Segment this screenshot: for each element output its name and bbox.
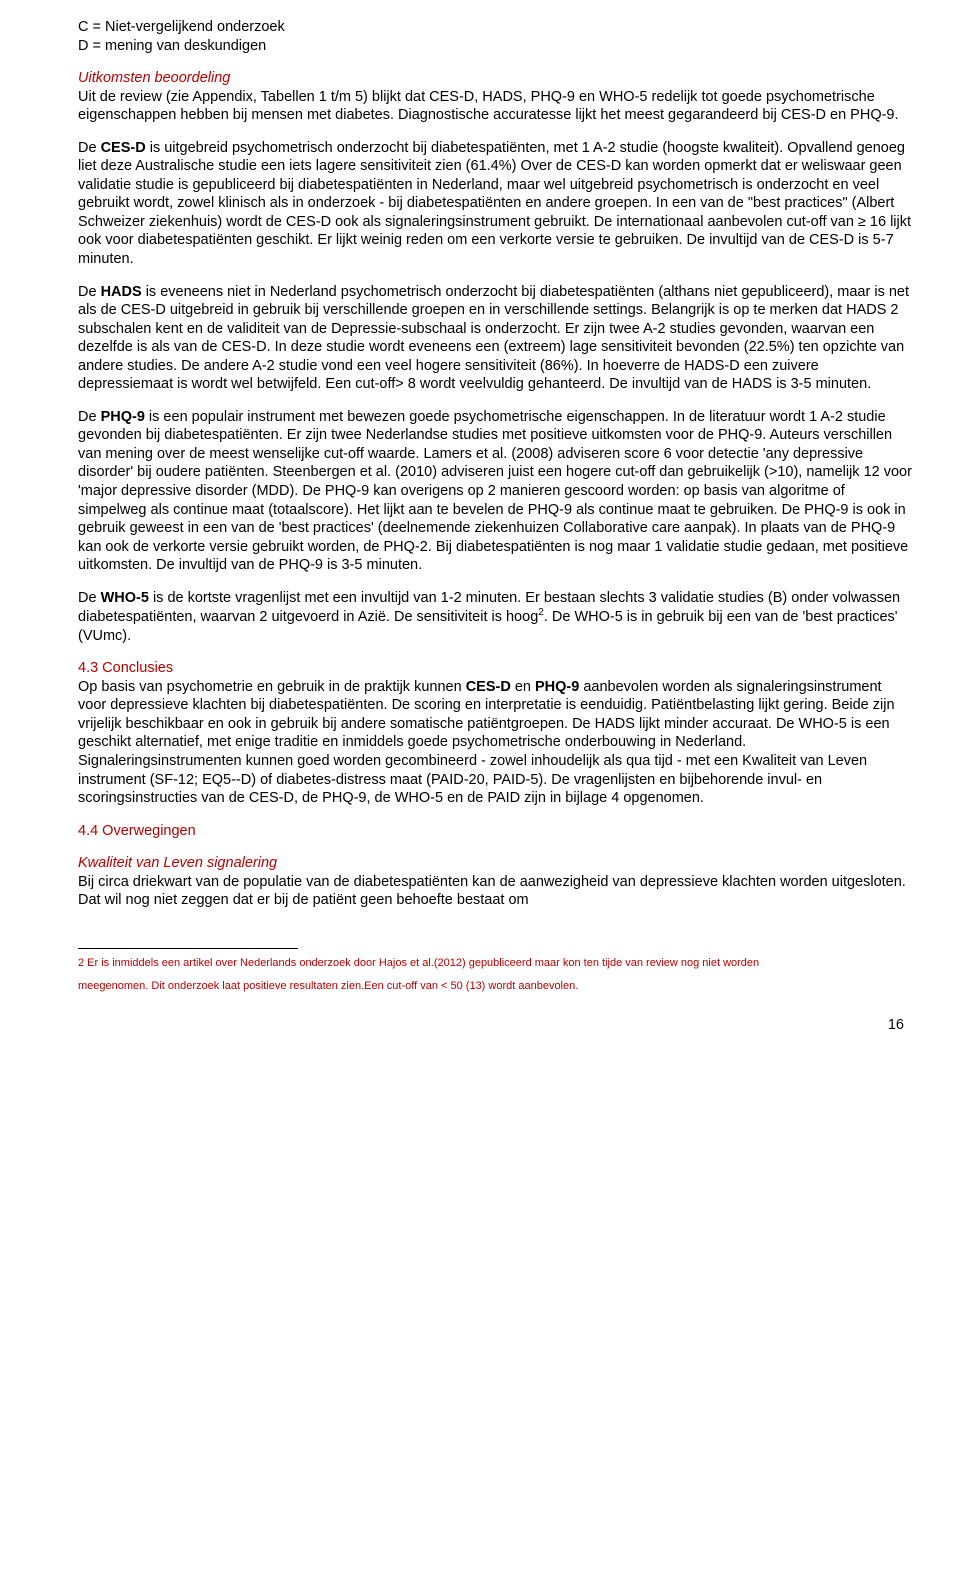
cesd-pre: De (78, 140, 101, 156)
cesd-section: De CES-D is uitgebreid psychometrisch on… (78, 139, 912, 269)
legend-c: C = Niet-vergelijkend onderzoek (78, 18, 912, 37)
phq9-pre: De (78, 409, 101, 425)
footnote-separator (78, 948, 298, 949)
uitkomsten-heading: Uitkomsten beoordeling (78, 70, 230, 86)
phq9-section: De PHQ-9 is een populair instrument met … (78, 408, 912, 575)
hads-pre: De (78, 284, 101, 300)
phq9-label: PHQ-9 (101, 409, 145, 425)
conclusies-para2: Signaleringsinstrumenten kunnen goed wor… (78, 752, 912, 808)
who5-section: De WHO-5 is de kortste vragenlijst met e… (78, 589, 912, 645)
conclusies-pre1: Op basis van psychometrie en gebruik in … (78, 679, 466, 695)
conclusies-b2: PHQ-9 (535, 679, 579, 695)
hads-label: HADS (101, 284, 142, 300)
kwaliteit-heading: Kwaliteit van Leven signalering (78, 854, 912, 873)
uitkomsten-text: Uit de review (zie Appendix, Tabellen 1 … (78, 89, 899, 124)
conclusies-heading: 4.3 Conclusies (78, 659, 912, 678)
conclusies-b1: CES-D (466, 679, 511, 695)
footnote-line1: 2 Er is inmiddels een artikel over Neder… (78, 955, 912, 973)
cesd-text: is uitgebreid psychometrisch onderzocht … (78, 140, 911, 267)
cesd-label: CES-D (101, 140, 146, 156)
conclusies-para1: Op basis van psychometrie en gebruik in … (78, 678, 912, 752)
kwaliteit-text: Bij circa driekwart van de populatie van… (78, 873, 912, 910)
hads-text: is eveneens niet in Nederland psychometr… (78, 284, 909, 393)
uitkomsten-section: Uitkomsten beoordeling Uit de review (zi… (78, 69, 912, 125)
conclusies-mid1: en (511, 679, 535, 695)
who5-label: WHO-5 (101, 590, 149, 606)
legend-d: D = mening van deskundigen (78, 37, 912, 56)
overwegingen-heading: 4.4 Overwegingen (78, 822, 912, 841)
phq9-text: is een populair instrument met bewezen g… (78, 409, 912, 573)
page-number: 16 (78, 1016, 912, 1035)
footnote-line2: meegenomen. Dit onderzoek laat positieve… (78, 978, 912, 996)
who5-pre: De (78, 590, 101, 606)
hads-section: De HADS is eveneens niet in Nederland ps… (78, 283, 912, 394)
